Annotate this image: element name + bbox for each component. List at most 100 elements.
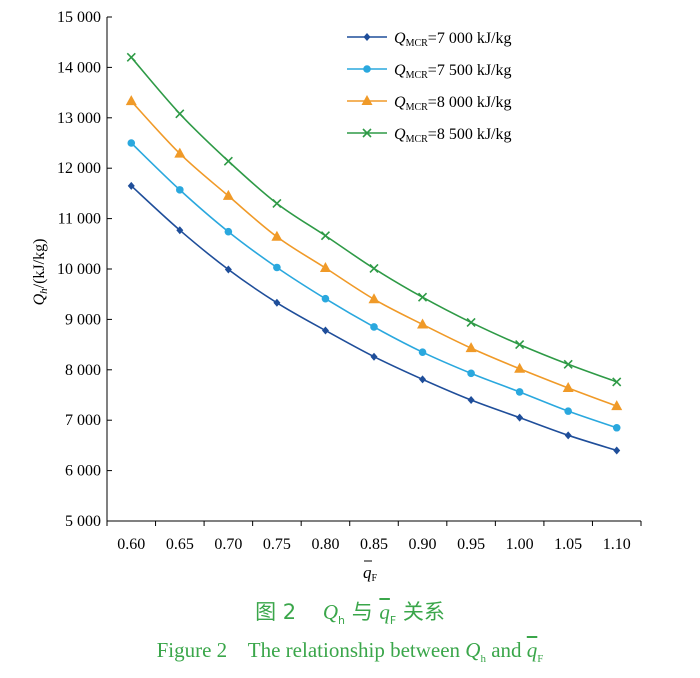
- cross-stroke: [175, 109, 185, 119]
- y-tick-label: 8 000: [65, 362, 101, 379]
- caption-en-prefix: Figure 2: [156, 638, 228, 662]
- x-tick-label: 1.10: [603, 536, 631, 553]
- caption-cn-q: Q: [322, 600, 339, 624]
- series-1: [127, 181, 621, 455]
- legend-label: QMCR=8 000 kJ/kg: [394, 94, 512, 113]
- series-4: [126, 52, 622, 387]
- data-point-circle: [467, 369, 475, 378]
- y-tick-label: 10 000: [57, 261, 101, 278]
- caption-en-qf-sub: F: [537, 653, 544, 666]
- x-tick-label: 0.75: [263, 536, 291, 553]
- series-3: [125, 95, 623, 411]
- data-point-triangle: [562, 381, 574, 392]
- caption-cn-prefix: 图 2: [255, 600, 297, 624]
- data-point-cross: [126, 52, 136, 62]
- x-tick-label: 0.80: [311, 536, 339, 553]
- legend-item: QMCR=8 500 kJ/kg: [347, 126, 512, 145]
- cross-stroke: [223, 156, 233, 166]
- data-point-circle: [176, 186, 184, 194]
- x-tick-label: 0.85: [360, 536, 388, 553]
- data-point-triangle: [417, 318, 429, 329]
- cross-stroke: [320, 231, 331, 241]
- data-point-cross: [362, 128, 372, 138]
- data-point-circle: [612, 423, 621, 432]
- x-tick-label: 0.95: [457, 536, 485, 553]
- y-tick-label: 15 000: [57, 9, 101, 26]
- series-line: [130, 56, 618, 383]
- x-tick-label: 0.90: [409, 536, 437, 553]
- y-tick-label: 11 000: [58, 211, 101, 228]
- figure-caption-chinese: 图 2 Qh 与 qF 关系: [0, 596, 700, 627]
- data-point-diamond: [516, 413, 524, 422]
- data-point-diamond: [273, 298, 281, 307]
- cross-stroke: [362, 128, 372, 138]
- data-point-diamond: [564, 431, 572, 440]
- data-point-cross: [175, 109, 185, 119]
- data-point-triangle: [611, 400, 623, 411]
- chart-legend: QMCR=7 000 kJ/kg QMCR=7 500 kJ/kg QMCR=8 0…: [347, 30, 512, 145]
- data-point-circle: [370, 323, 378, 331]
- cross-stroke: [369, 263, 379, 274]
- data-point-cross: [320, 231, 331, 241]
- data-point-circle: [321, 294, 330, 303]
- data-point-cross: [369, 263, 379, 274]
- data-point-triangle: [514, 362, 526, 373]
- x-axis-ticks: 0.60 0.65 0.70 0.75 0.80 0.85 0.90 0.95 1.00 1.05…: [106, 521, 642, 553]
- x-tick-label: 1.00: [506, 536, 534, 553]
- caption-en-q-sub: h: [480, 653, 486, 666]
- x-tick-label: 0.70: [214, 536, 242, 553]
- y-tick-label: 7 000: [65, 412, 101, 429]
- caption-en-q: Q: [465, 638, 481, 662]
- chart-series: [125, 52, 623, 455]
- data-point-diamond: [363, 33, 371, 41]
- series-line: [130, 185, 617, 452]
- legend-item: QMCR=7 000 kJ/kg: [347, 30, 512, 49]
- data-point-cross: [417, 292, 428, 302]
- data-point-triangle: [125, 95, 137, 106]
- x-tick-label: 1.05: [554, 536, 582, 553]
- caption-en-text: The relationship between: [247, 638, 461, 662]
- data-point-circle: [564, 407, 572, 415]
- y-axis-ticks: 5 000 6 000 7 000 8 000 9 000 10 000 11 000 12 …: [57, 9, 112, 530]
- data-point-triangle: [361, 95, 373, 105]
- data-point-circle: [418, 348, 427, 356]
- y-tick-label: 9 000: [65, 311, 101, 328]
- figure-caption-english: Figure 2 The relationship between Qh and…: [0, 638, 700, 665]
- caption-cn-suffix: 关系: [402, 600, 445, 624]
- y-tick-label: 14 000: [57, 59, 101, 76]
- cross-stroke: [126, 52, 136, 62]
- data-point-triangle: [271, 230, 283, 241]
- cross-stroke: [563, 359, 573, 369]
- caption-cn-q-sub: h: [338, 614, 345, 628]
- data-point-diamond: [370, 352, 378, 361]
- y-axis-label: Qh/(kJ/kg): [31, 239, 50, 306]
- data-point-circle: [363, 65, 371, 73]
- data-point-cross: [515, 340, 525, 350]
- caption-en-qf: q: [526, 638, 538, 662]
- data-point-diamond: [419, 375, 427, 384]
- data-point-diamond: [613, 446, 621, 455]
- data-point-circle: [127, 139, 136, 147]
- data-point-circle: [515, 388, 524, 396]
- data-point-triangle: [222, 189, 234, 200]
- caption-cn-qf-sub: F: [389, 614, 397, 628]
- y-tick-label: 12 000: [57, 160, 101, 177]
- data-point-cross: [612, 377, 622, 387]
- y-tick-label: 13 000: [57, 110, 101, 127]
- legend-label: QMCR=8 500 kJ/kg: [394, 126, 512, 145]
- axis-labels: Qh/(kJ/kg) qF: [31, 239, 377, 584]
- y-tick-label: 6 000: [65, 463, 101, 480]
- data-point-diamond: [127, 181, 135, 190]
- legend-label: QMCR=7 000 kJ/kg: [394, 30, 512, 49]
- data-point-circle: [273, 263, 281, 272]
- legend-item: QMCR=8 000 kJ/kg: [347, 94, 512, 113]
- x-tick-label: 0.60: [117, 536, 145, 553]
- series-line: [130, 142, 617, 429]
- cross-stroke: [272, 198, 282, 209]
- legend-item: QMCR=7 500 kJ/kg: [347, 62, 512, 81]
- data-point-diamond: [321, 326, 329, 335]
- cross-stroke: [417, 292, 428, 302]
- x-axis-label: qF: [363, 563, 378, 584]
- data-point-triangle: [174, 147, 186, 158]
- data-point-cross: [466, 317, 476, 327]
